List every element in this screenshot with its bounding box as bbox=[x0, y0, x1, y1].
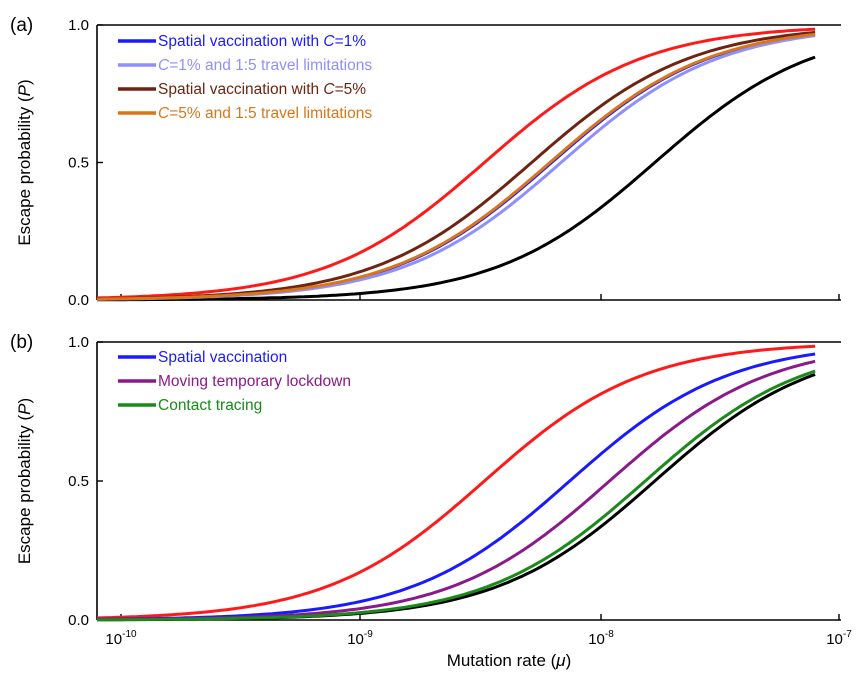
y-tick-label: 1.0 bbox=[68, 17, 89, 34]
panel-label: (a) bbox=[10, 15, 33, 36]
series-line-2 bbox=[97, 352, 816, 621]
series-line-4 bbox=[97, 369, 816, 622]
legend-entry-4: Contact tracing bbox=[158, 397, 262, 414]
panel-label: (b) bbox=[10, 332, 33, 353]
legend-entry-5: C=5% and 1:5 travel limitations bbox=[158, 105, 372, 122]
x-axis-title: Mutation rate (μ) bbox=[447, 651, 572, 670]
legend-entry-4: Spatial vaccination with C=5% bbox=[158, 81, 366, 98]
y-tick-label: 0.5 bbox=[68, 155, 89, 172]
y-tick-label: 0.5 bbox=[68, 473, 89, 490]
panel-1: 0.0 0.5 1.0 10-10 10-9 10-8 10-7 (b) Escape prob… bbox=[10, 332, 852, 670]
series-line-5 bbox=[97, 32, 816, 301]
curves bbox=[97, 344, 816, 622]
series-line-3 bbox=[97, 34, 816, 301]
panel-0: 0.0 0.5 1.0 (a) Escape probability (P) Spatia… bbox=[10, 15, 841, 309]
y-axis-title: Escape probability (P) bbox=[15, 79, 34, 245]
series-line-2 bbox=[97, 33, 816, 301]
x-tick-label: 10-8 bbox=[588, 629, 614, 648]
x-tick-label: 10-7 bbox=[826, 629, 852, 648]
legend-entry-3: C=1% and 1:5 travel limitations bbox=[158, 57, 372, 74]
legend-entry-3: Moving temporary lockdown bbox=[158, 373, 351, 390]
curves bbox=[97, 27, 816, 302]
y-tick-label: 0.0 bbox=[68, 612, 89, 629]
series-line-1 bbox=[97, 55, 816, 302]
y-tick-label: 0.0 bbox=[68, 292, 89, 309]
legend-entry-2: Spatial vaccination with C=1% bbox=[158, 33, 366, 50]
series-line-0 bbox=[97, 27, 816, 300]
y-tick-label: 1.0 bbox=[68, 334, 89, 351]
legend-entry-2: Spatial vaccination bbox=[158, 349, 287, 366]
x-tick-label: 10-10 bbox=[105, 629, 137, 648]
y-axis-title: Escape probability (P) bbox=[15, 398, 34, 564]
x-tick-label: 10-9 bbox=[347, 629, 373, 648]
series-line-0 bbox=[97, 344, 816, 620]
